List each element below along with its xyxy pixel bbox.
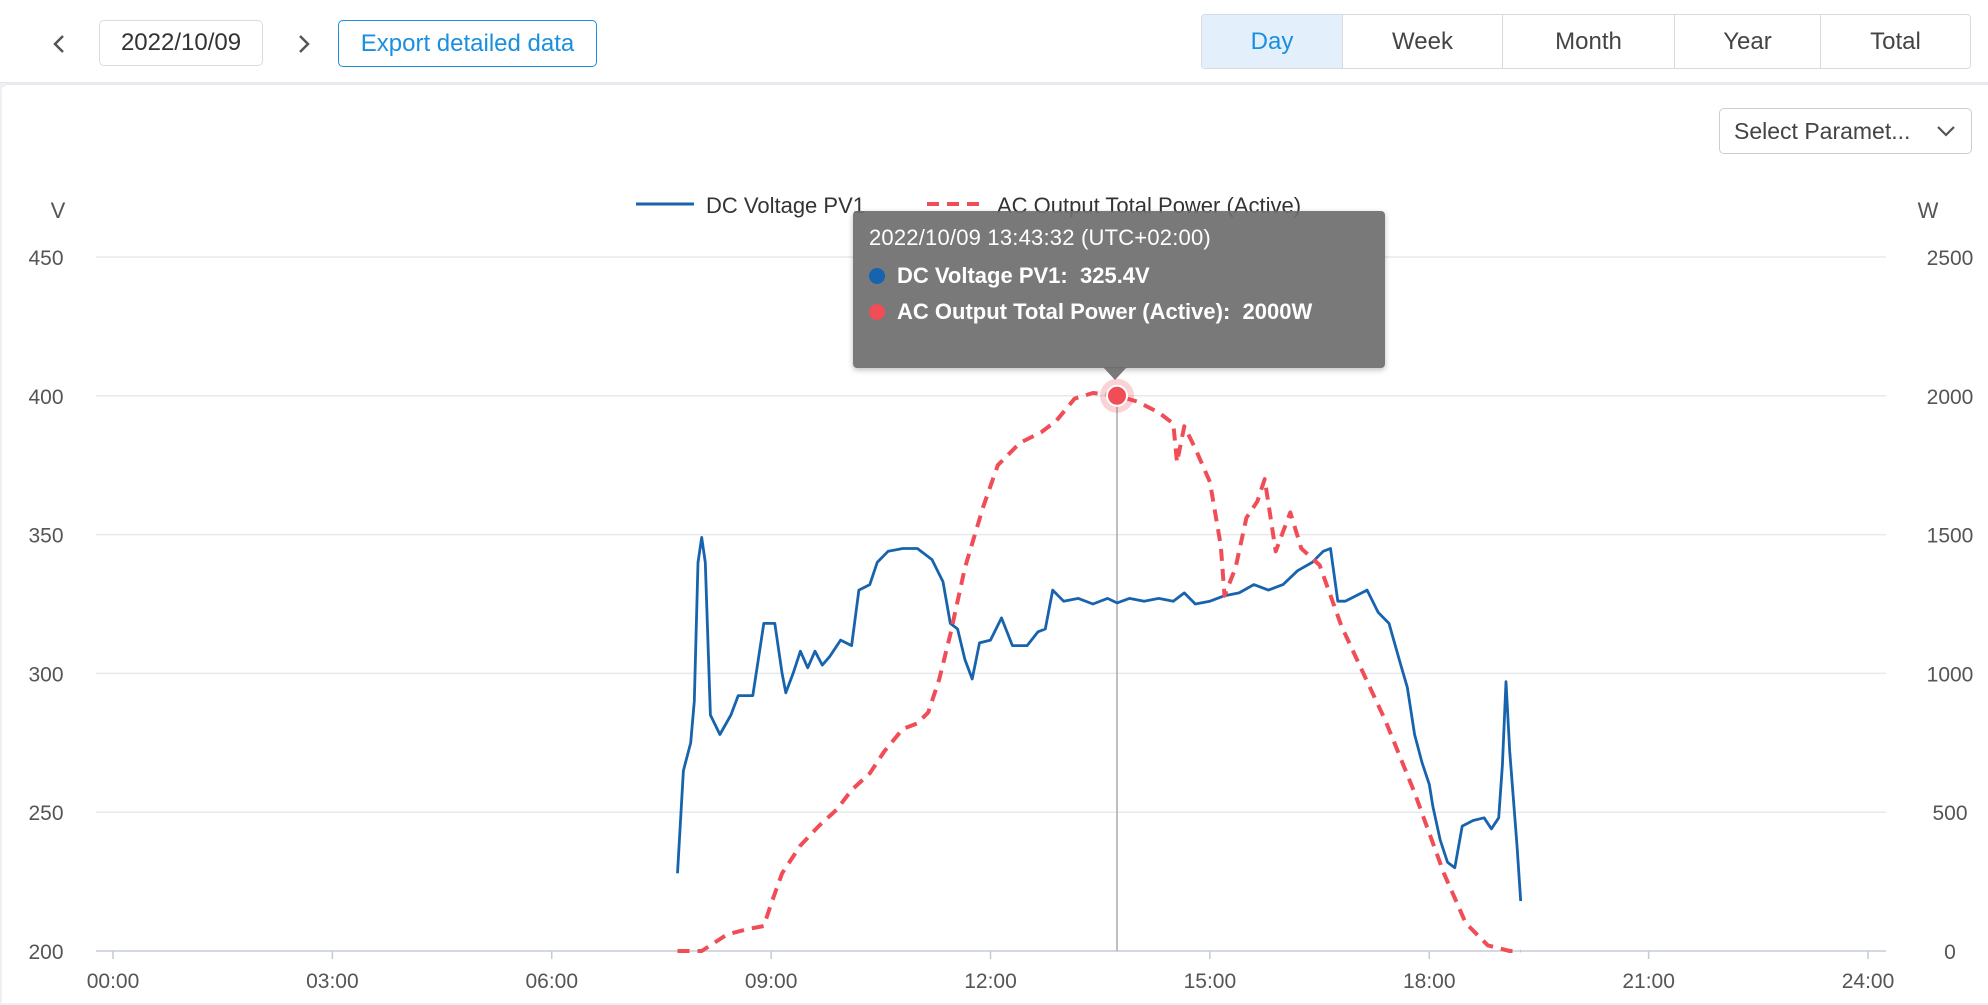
select-parameter-label: Select Paramet... xyxy=(1734,117,1911,144)
export-detailed-data-button[interactable]: Export detailed data xyxy=(338,20,597,67)
left-tick-label: 450 xyxy=(28,247,63,270)
tab-week[interactable]: Week xyxy=(1342,15,1502,68)
x-tick-label: 09:00 xyxy=(745,970,798,993)
right-tick-label: 1500 xyxy=(1927,525,1974,548)
tab-day[interactable]: Day xyxy=(1202,15,1342,68)
left-axis-ticks: 450 400 350 300 250 200 xyxy=(28,247,63,964)
tooltip-arrow xyxy=(1103,367,1127,380)
tooltip-separator: : xyxy=(1060,263,1080,288)
right-axis-unit: W xyxy=(1918,198,1939,223)
x-axis: 00:00 03:00 06:00 09:00 12:00 15:00 18:00 21:00… xyxy=(87,950,1895,993)
select-parameter-dropdown[interactable]: Select Paramet... xyxy=(1719,108,1972,154)
tooltip-dot-dc-voltage xyxy=(869,268,885,284)
chart-tooltip: 2022/10/09 13:43:32 (UTC+02:00) DC Volta… xyxy=(853,211,1385,368)
right-tick-label: 1000 xyxy=(1927,663,1974,686)
left-tick-label: 250 xyxy=(28,802,63,825)
tab-month[interactable]: Month xyxy=(1502,15,1674,68)
right-tick-label: 2500 xyxy=(1927,247,1974,270)
tooltip-value-ac-power: 2000W xyxy=(1242,299,1313,324)
left-tick-label: 300 xyxy=(28,663,63,686)
tooltip-time: 2022/10/09 13:43:32 (UTC+02:00) xyxy=(869,225,1211,250)
series-line-ac-output-total-power xyxy=(677,391,1521,953)
toolbar: 2022/10/09 Export detailed data Day Week… xyxy=(0,0,1988,83)
tooltip-label-ac-power: AC Output Total Power (Active) xyxy=(897,299,1223,324)
right-axis-ticks: 2500 2000 1500 1000 500 0 xyxy=(1927,247,1974,964)
date-value: 2022/10/09 xyxy=(120,29,242,56)
tooltip-row-dc-voltage: DC Voltage PV1 : 325.4V xyxy=(869,263,1369,289)
export-button-label: Export detailed data xyxy=(360,29,575,57)
x-tick-label: 24:00 xyxy=(1842,970,1895,993)
left-tick-label: 350 xyxy=(28,525,63,548)
grid-lines xyxy=(96,256,1886,813)
x-tick-label: 06:00 xyxy=(525,970,578,993)
series-line-dc-voltage-pv1 xyxy=(676,536,1523,902)
x-tick-label: 00:00 xyxy=(87,970,140,993)
tooltip-label-dc-voltage: DC Voltage PV1 xyxy=(897,263,1061,288)
tooltip-separator: : xyxy=(1222,299,1243,324)
chevron-right-icon[interactable] xyxy=(282,20,326,68)
legend-label-dc-voltage: DC Voltage PV1 xyxy=(706,193,865,218)
right-tick-label: 500 xyxy=(1932,802,1967,825)
tooltip-row-ac-power: AC Output Total Power (Active) : 2000W xyxy=(869,299,1369,325)
date-picker[interactable]: 2022/10/09 xyxy=(99,20,263,66)
chevron-down-icon xyxy=(1937,126,1955,137)
highlight-marker xyxy=(1106,384,1129,407)
x-tick-label: 15:00 xyxy=(1184,970,1237,993)
period-tabs: Day Week Month Year Total xyxy=(1201,14,1971,69)
left-axis-unit: V xyxy=(51,198,66,223)
tooltip-dot-ac-power xyxy=(869,304,885,320)
x-tick-label: 12:00 xyxy=(964,970,1017,993)
left-tick-label: 200 xyxy=(28,941,63,964)
right-tick-label: 2000 xyxy=(1927,386,1974,409)
x-tick-label: 21:00 xyxy=(1622,970,1675,993)
tab-year[interactable]: Year xyxy=(1674,15,1820,68)
left-tick-label: 400 xyxy=(28,386,63,409)
chevron-left-icon[interactable] xyxy=(37,20,81,68)
x-tick-label: 18:00 xyxy=(1403,970,1456,993)
x-tick-label: 03:00 xyxy=(306,970,359,993)
right-tick-label: 0 xyxy=(1944,941,1956,964)
tooltip-value-dc-voltage: 325.4V xyxy=(1079,263,1150,288)
tab-total[interactable]: Total xyxy=(1820,15,1970,68)
